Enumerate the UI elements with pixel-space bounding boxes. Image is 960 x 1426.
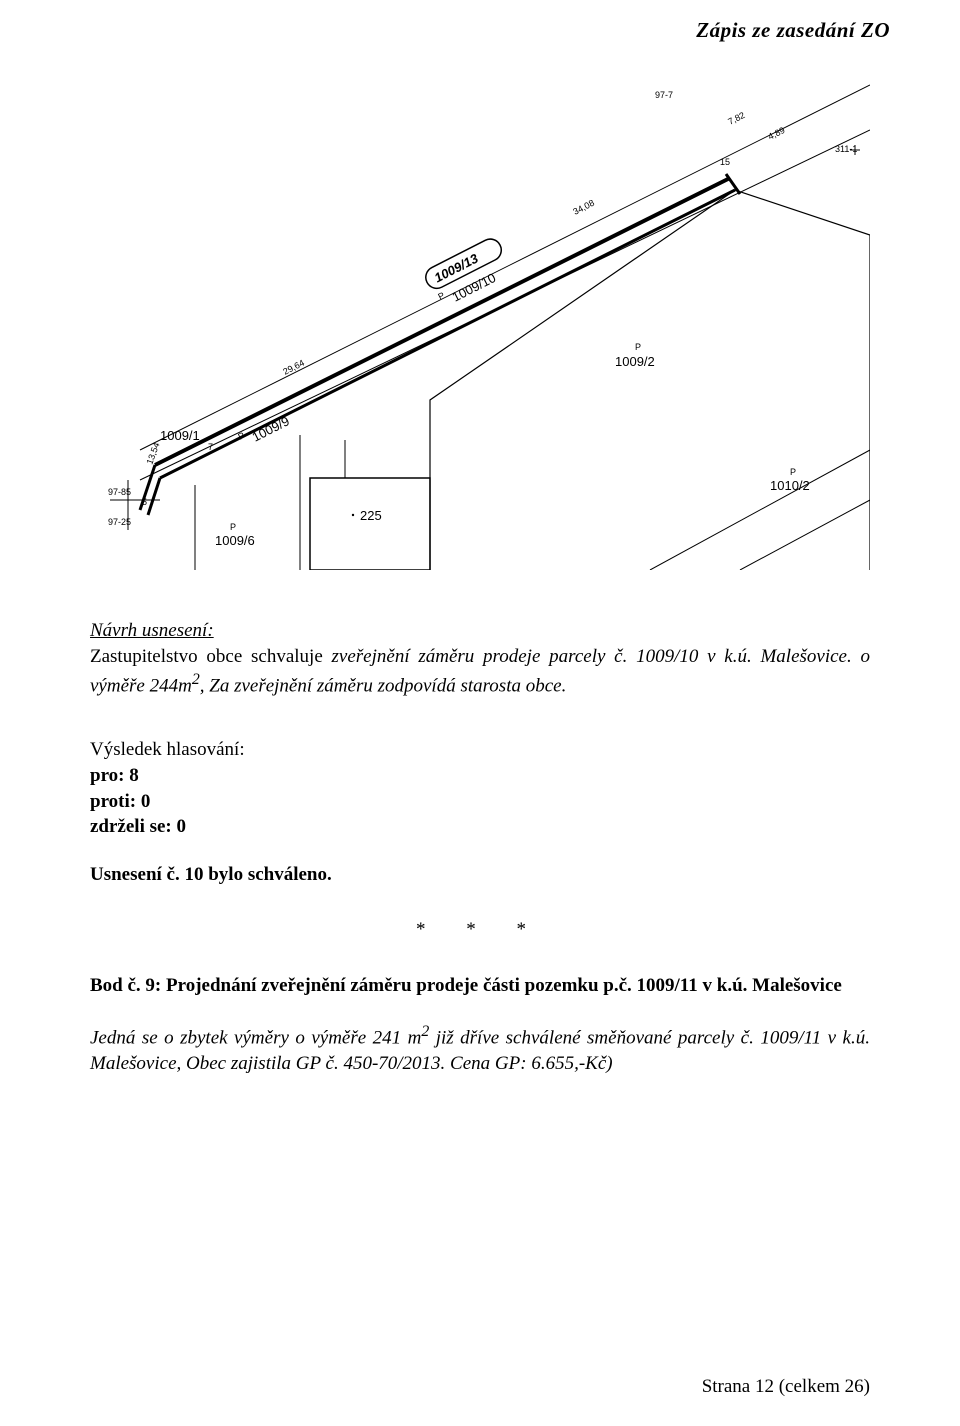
map-label: 97-25 [108, 517, 131, 527]
map-label: 97-7 [655, 90, 673, 100]
separator-stars: * * * [90, 917, 870, 943]
map-p-letter: P [790, 467, 796, 477]
page-footer: Strana 12 (celkem 26) [702, 1376, 870, 1398]
cadastral-map: 97-7 7,82 4,89 311-1 34,08 15 1009/13 P … [90, 70, 870, 570]
item9-paragraph: Jedná se o zbytek výměry o výměře 241 m2… [90, 1021, 870, 1077]
map-label: 1009/2 [615, 354, 655, 369]
map-svg: 97-7 7,82 4,89 311-1 34,08 15 1009/13 P … [90, 70, 870, 570]
vote-zdrzeli: zdrželi se: 0 [90, 814, 870, 840]
vote-proti: proti: 0 [90, 789, 870, 815]
page: Zápis ze zasedání ZO [0, 0, 960, 1426]
map-label: 1009/1 [160, 428, 200, 443]
map-label: 97-85 [108, 487, 131, 497]
map-label: 225 [360, 508, 382, 523]
map-p-letter: P [635, 342, 641, 352]
header-right: Zápis ze zasedání ZO [696, 18, 890, 43]
body-text: Návrh usnesení: Zastupitelstvo obce schv… [90, 618, 870, 1076]
map-dot [352, 514, 354, 516]
vote-heading: Výsledek hlasování: [90, 737, 870, 763]
map-label: 1009/6 [215, 533, 255, 548]
map-p-letter: P [230, 522, 236, 532]
map-dim-label: 5 [142, 497, 147, 507]
resolution-draft-text: Zastupitelstvo obce schvaluje zveřejnění… [90, 644, 870, 700]
map-label: 1010/2 [770, 478, 810, 493]
vote-pro: pro: 8 [90, 763, 870, 789]
resolution-result: Usnesení č. 10 bylo schváleno. [90, 862, 870, 888]
map-label: 311-1 [835, 144, 857, 154]
item9-heading: Bod č. 9: Projednání zveřejnění záměru p… [90, 973, 870, 999]
map-bg [90, 70, 870, 570]
resolution-draft-heading: Návrh usnesení: [90, 618, 870, 644]
map-dim-label: 7 [208, 442, 213, 452]
map-dim-label: 15 [720, 157, 730, 167]
